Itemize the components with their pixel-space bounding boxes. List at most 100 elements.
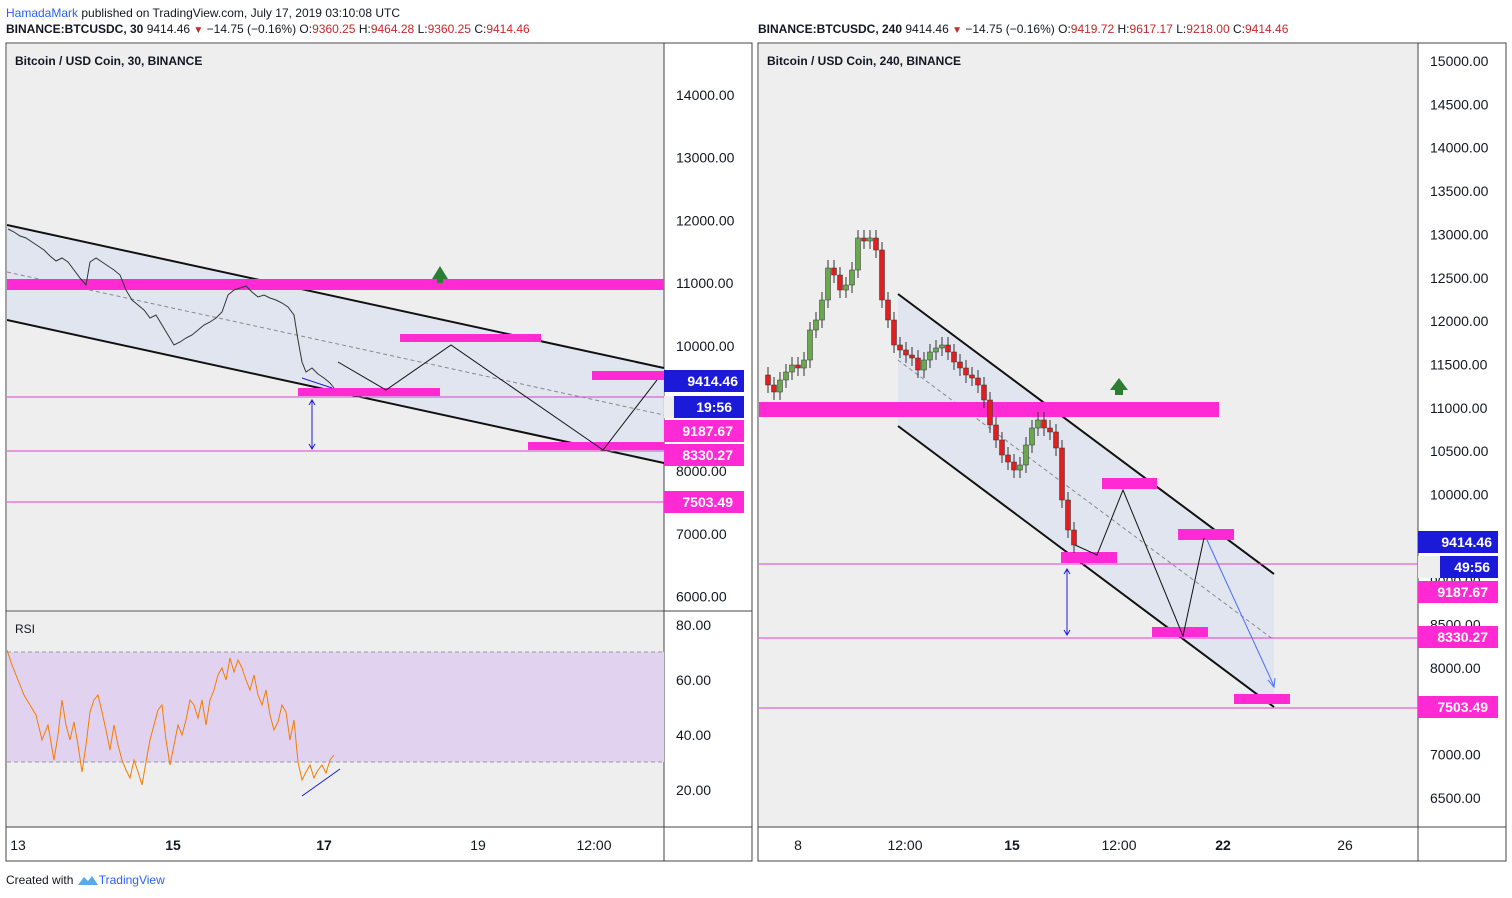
right-candles[interactable] [765,230,1077,553]
candle-body [891,319,897,346]
right-countdown-gap [1418,556,1440,578]
left-rsi-axis[interactable]: 80.00 60.00 40.00 20.00 [676,617,711,798]
right-level-badge [1418,626,1498,648]
left-chart-title: Bitcoin / USD Coin, 30, BINANCE [15,54,202,68]
left-price-tick: 10000.00 [676,338,735,354]
right-time-tick: 26 [1337,837,1353,853]
right-last-price-badge-text: 9414.46 [1441,534,1492,550]
rsi-tick: 20.00 [676,782,711,798]
right-level-badge [1418,581,1498,603]
candle-body [957,361,963,369]
left-channel-midline [7,271,664,416]
candle-body [777,379,783,393]
left-target-zone[interactable] [592,371,664,380]
right-target-zone[interactable] [1152,627,1208,637]
candle-body [855,237,861,271]
candle-body [813,319,819,331]
left-time-tick: 15 [165,837,181,853]
right-last-price: 9414.46 [905,22,949,36]
right-price-tick: 10000.00 [1430,487,1489,503]
candle-body [783,371,789,381]
right-high: 9617.17 [1129,22,1173,36]
right-target-zone[interactable] [1178,529,1234,540]
candle-body [831,267,837,276]
left-last-price-badge-text: 9414.46 [687,373,738,389]
left-price-series[interactable] [7,228,335,389]
candle-body [903,349,909,356]
left-resistance-zone[interactable] [7,279,664,290]
right-close-label: C: [1233,22,1245,36]
left-open: 9360.25 [312,22,356,36]
arrow-head-icon [308,399,316,406]
left-countdown-badge [664,396,744,418]
candle-body [765,374,771,386]
right-price-axis[interactable]: 15000.00 14500.00 14000.00 13500.00 13000.00… [1430,53,1489,806]
left-rsi-drawings [7,649,664,797]
left-last-price-badge [664,370,744,392]
right-countdown-text: 49:56 [1454,559,1490,575]
right-time-tick: 12:00 [887,837,922,853]
candle-body [915,357,921,371]
rsi-line[interactable] [7,649,335,786]
right-price-tick: 8000.00 [1430,660,1481,676]
footer-tradingview-link[interactable]: TradingView [98,873,165,887]
right-channel-bottom[interactable] [897,425,1275,708]
rsi-tick: 60.00 [676,672,711,688]
right-low-label: L: [1176,22,1187,36]
left-level-badge [664,420,744,442]
right-price-tick: 11000.00 [1430,400,1488,416]
right-target-zone[interactable] [1234,694,1290,704]
left-countdown-text: 19:56 [696,399,732,415]
right-drawings [759,230,1418,709]
right-time-axis[interactable]: 8 12:00 15 12:00 22 26 [794,837,1353,853]
left-low-label: L: [417,22,428,36]
candle-body [1029,427,1035,446]
candle-body [945,344,951,353]
candle-body [1023,444,1029,466]
publisher-username[interactable]: HamadaMark [6,6,79,20]
left-support-zone[interactable] [298,388,440,396]
left-level-badge-text: 7503.49 [682,494,733,510]
left-target-zone[interactable] [528,442,664,450]
right-channel-top[interactable] [897,293,1275,575]
candle-body [993,424,999,441]
right-target-zone[interactable] [1102,478,1157,489]
right-open: 9419.72 [1070,22,1115,36]
candle-body [1071,529,1077,546]
right-price-tick: 12000.00 [1430,313,1489,329]
right-level-badge [1418,696,1498,718]
candle-body [1065,499,1071,531]
right-price-tick: 12500.00 [1430,270,1489,286]
left-high-label: H: [358,22,371,36]
left-price-tick: 8000.00 [676,463,727,479]
right-ohlc-line: BINANCE:BTCUSDC, 240 9414.46 ▼ −14.75 (−… [758,22,1288,36]
left-level-badge-text: 9187.67 [682,423,733,439]
right-low: 9218.00 [1186,22,1230,36]
right-projection-arrow [1206,539,1275,687]
left-level-badge-text: 8330.27 [682,447,733,463]
candle-body [789,364,795,373]
right-projection-path[interactable] [1074,488,1205,638]
candle-body [969,374,975,379]
candle-body [1059,447,1065,501]
left-target-zone[interactable] [400,334,541,342]
candle-body [897,344,903,351]
right-time-tick: 8 [794,837,802,853]
left-projection-path[interactable] [337,344,658,451]
candle-body [837,274,843,291]
up-arrow-icon [432,266,448,279]
up-arrow-icon [1115,389,1123,395]
right-time-tick: 15 [1004,837,1020,853]
candle-body [843,284,849,291]
right-open-label: O: [1058,22,1071,36]
candle-body [1017,464,1023,471]
footer-created-text: Created with [6,873,74,887]
left-price-axis[interactable]: 14000.00 13000.00 12000.00 11000.00 10000.00… [676,87,735,605]
left-price-tick: 11000.00 [676,275,734,291]
left-time-axis[interactable]: 13 15 17 19 12:00 [10,837,612,853]
left-level-badge [664,491,744,513]
right-level-badge-text: 8330.27 [1437,629,1488,645]
right-support-zone[interactable] [1061,552,1117,563]
left-channel-top[interactable] [7,224,664,369]
